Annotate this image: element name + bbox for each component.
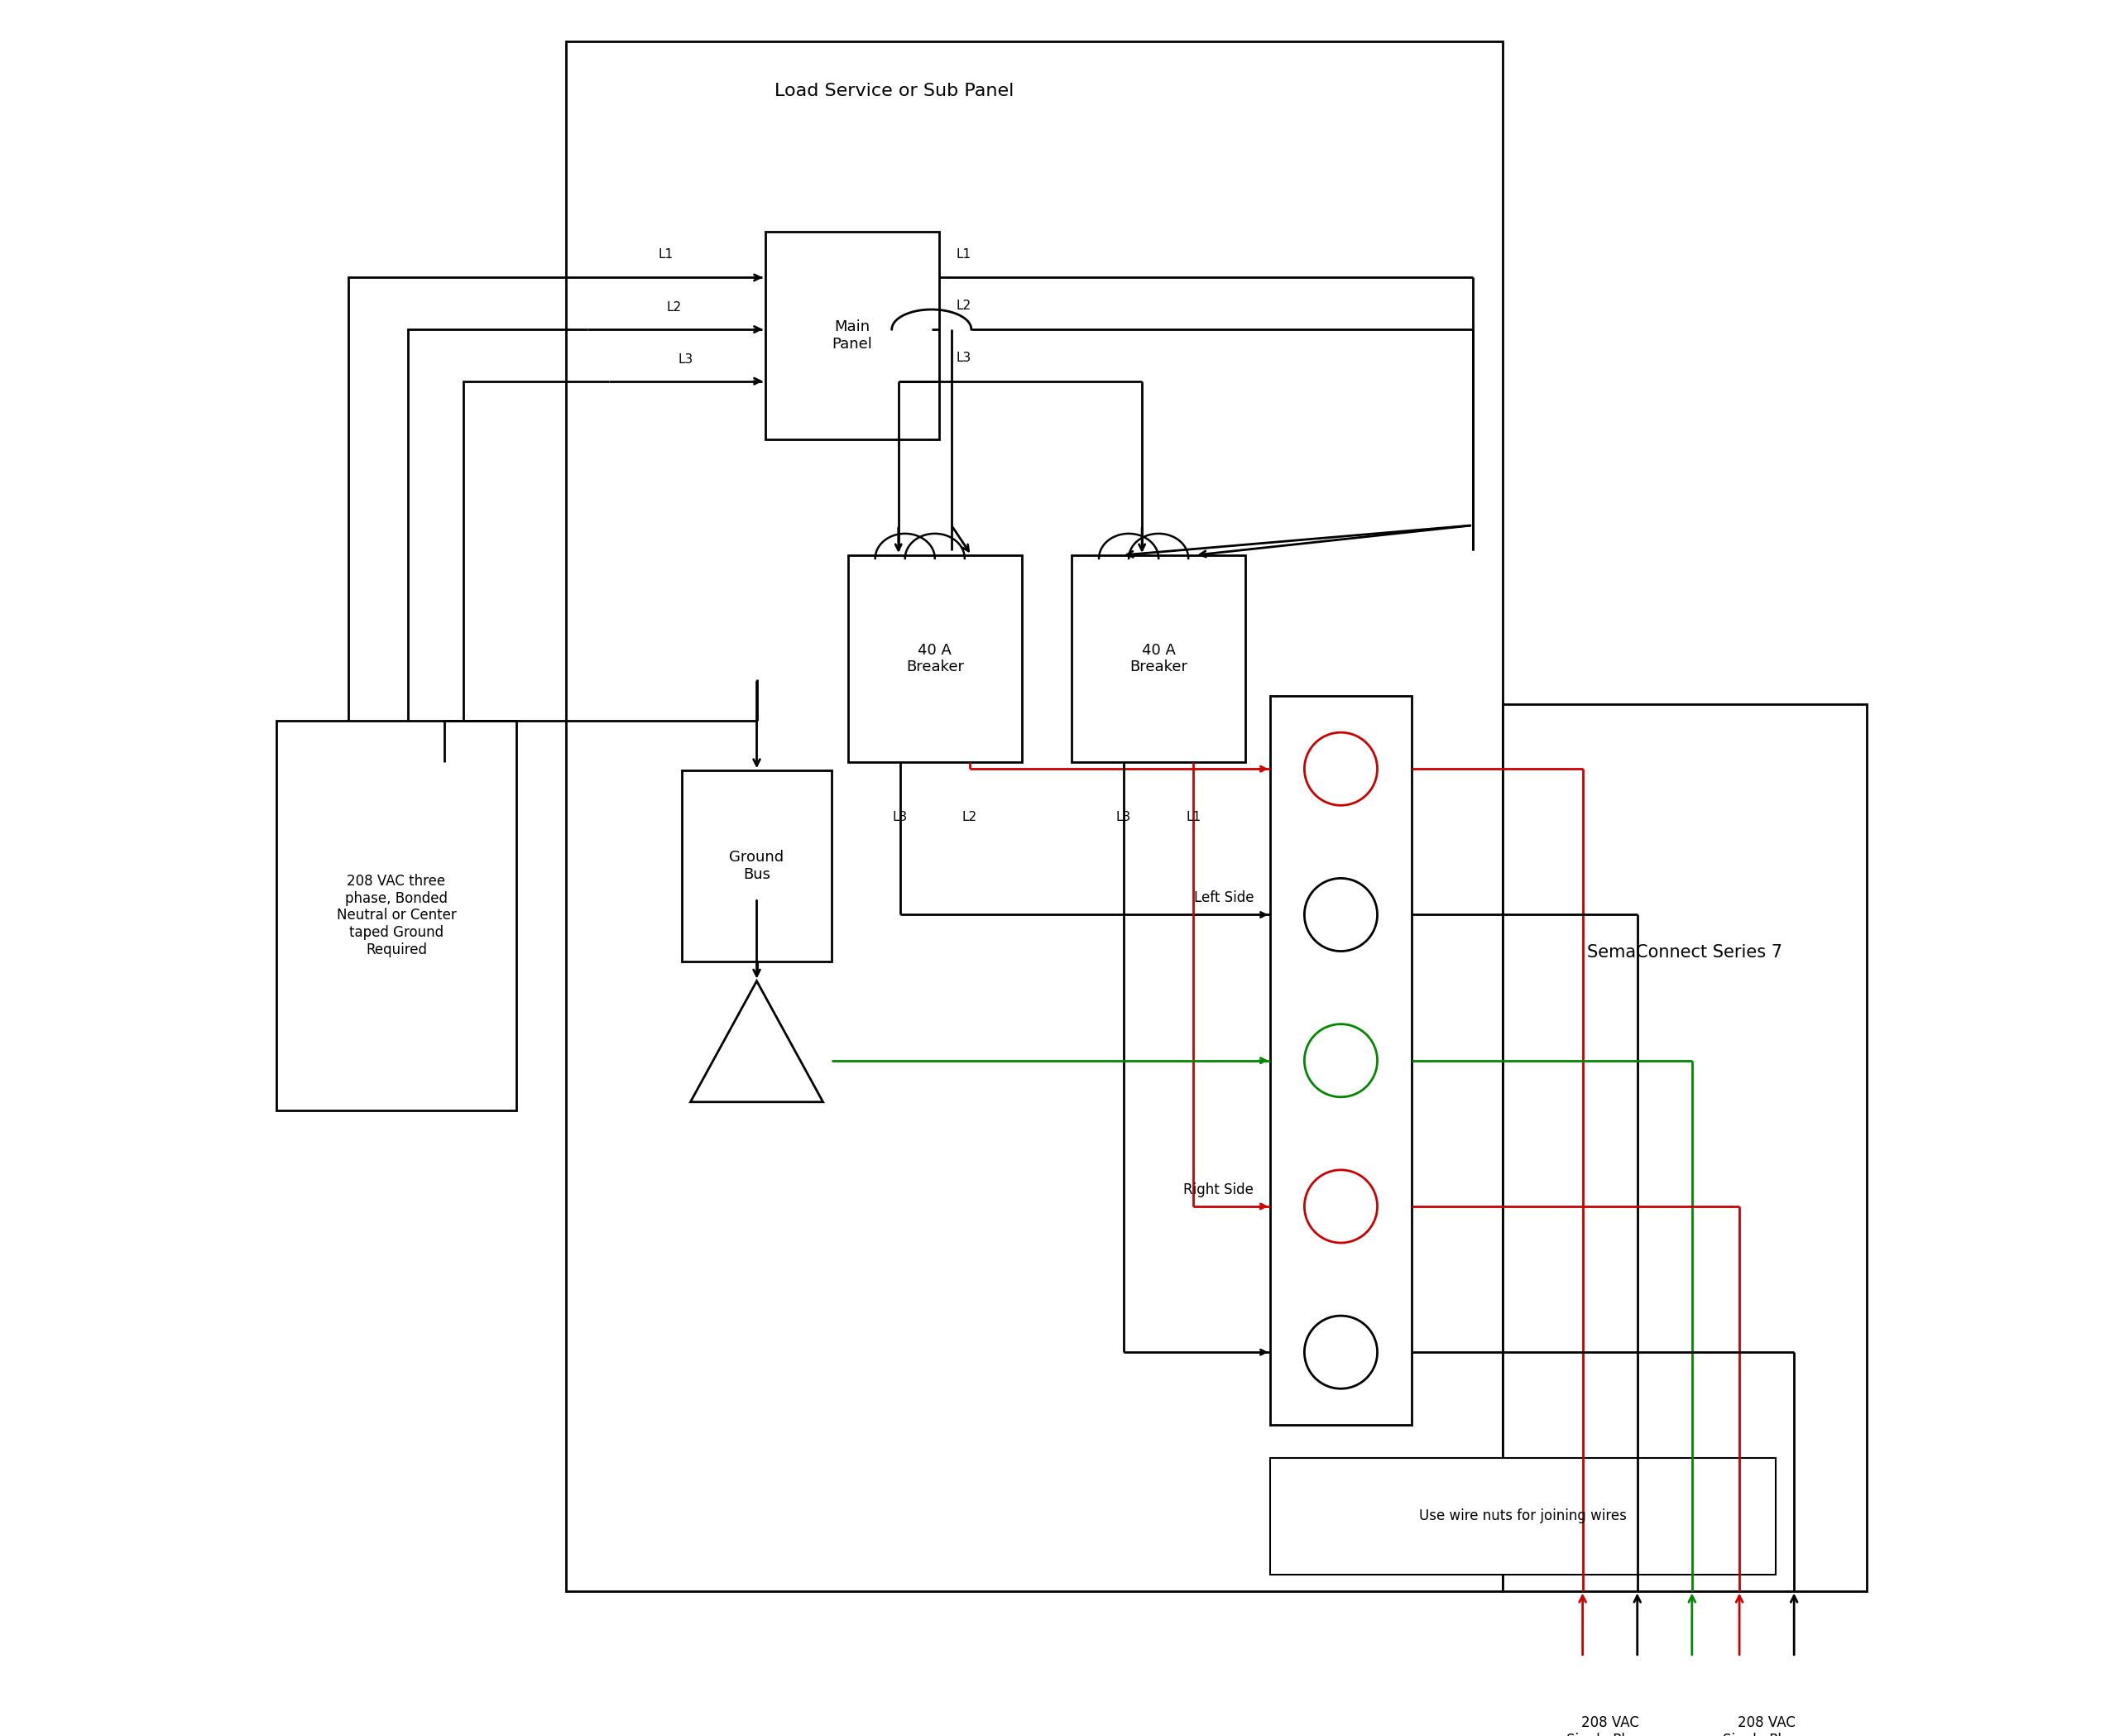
Text: L3: L3 (893, 811, 907, 823)
Text: L1: L1 (658, 248, 673, 260)
Circle shape (1304, 733, 1378, 806)
Bar (276, 720, 517, 1111)
Bar (766, 233, 939, 439)
Text: L1: L1 (1186, 811, 1201, 823)
Bar (848, 556, 1021, 762)
Bar (1270, 1458, 1777, 1575)
Circle shape (1304, 1170, 1378, 1243)
Circle shape (1304, 878, 1378, 951)
Text: Load Service or Sub Panel: Load Service or Sub Panel (774, 83, 1013, 99)
Bar (565, 42, 1502, 1590)
Bar (1072, 556, 1245, 762)
Text: L2: L2 (667, 302, 682, 314)
Text: 40 A
Breaker: 40 A Breaker (905, 642, 964, 675)
Text: L2: L2 (962, 811, 977, 823)
Text: 40 A
Breaker: 40 A Breaker (1129, 642, 1188, 675)
Text: L3: L3 (677, 354, 692, 366)
Text: L1: L1 (956, 248, 971, 260)
Circle shape (1304, 1316, 1378, 1389)
Text: 208 VAC
Single Phase: 208 VAC Single Phase (1724, 1715, 1810, 1736)
Text: L3: L3 (956, 352, 971, 365)
Text: Use wire nuts for joining wires: Use wire nuts for joining wires (1420, 1509, 1627, 1524)
Text: 208 VAC
Single Phase: 208 VAC Single Phase (1566, 1715, 1654, 1736)
Bar (1502, 705, 1867, 1590)
Text: 208 VAC three
phase, Bonded
Neutral or Center
taped Ground
Required: 208 VAC three phase, Bonded Neutral or C… (335, 873, 456, 958)
Text: Left Side: Left Side (1194, 891, 1253, 906)
Text: SemaConnect Series 7: SemaConnect Series 7 (1587, 944, 1783, 960)
Bar (682, 771, 831, 962)
Text: L3: L3 (1116, 811, 1131, 823)
Text: Ground
Bus: Ground Bus (730, 851, 785, 882)
Circle shape (1304, 1024, 1378, 1097)
Bar (1270, 696, 1412, 1425)
Text: L2: L2 (956, 300, 971, 312)
Text: Main
Panel: Main Panel (831, 319, 871, 352)
Text: Right Side: Right Side (1184, 1182, 1253, 1198)
